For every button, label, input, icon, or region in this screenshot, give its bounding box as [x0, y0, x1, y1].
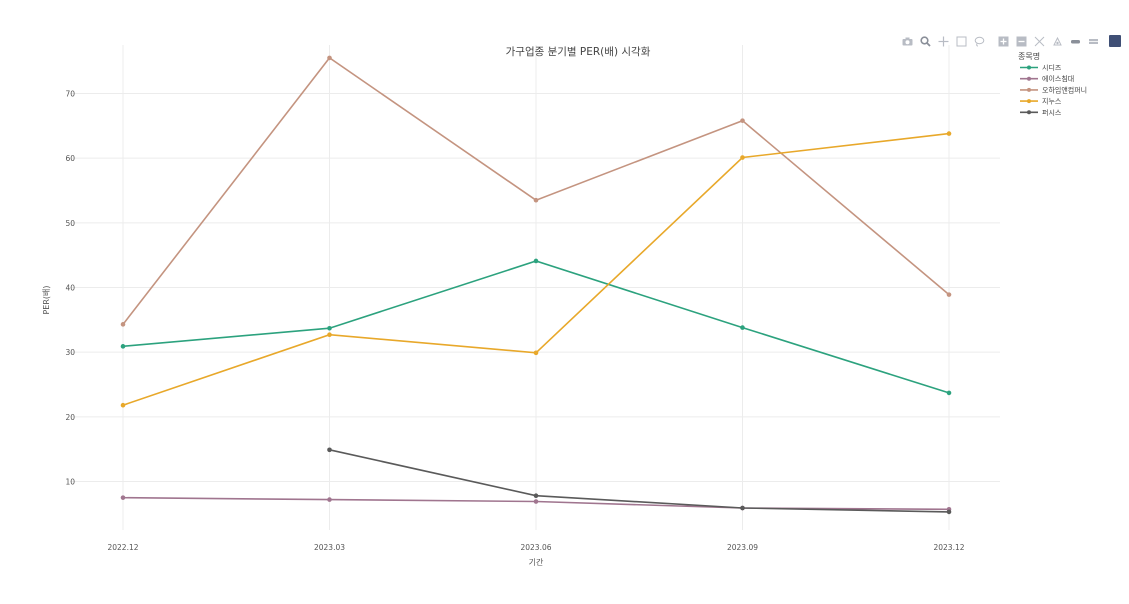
series-line — [329, 449, 950, 513]
data-point — [533, 350, 539, 356]
zoom-in-icon[interactable] — [996, 34, 1010, 48]
series-group — [120, 55, 952, 515]
x-tick-label: 2023.03 — [314, 543, 345, 552]
data-point — [120, 495, 126, 500]
series-2 — [120, 55, 952, 327]
y-tick-label: 60 — [65, 154, 75, 163]
y-tick-label: 20 — [65, 413, 75, 422]
legend-swatch-marker — [1027, 65, 1031, 70]
grid — [70, 45, 1000, 530]
data-point — [946, 390, 952, 396]
data-point — [533, 197, 539, 203]
x-tick-label: 2023.09 — [727, 543, 758, 552]
y-tick-label: 40 — [65, 284, 75, 293]
spike-lines-icon[interactable] — [1068, 34, 1082, 48]
zoom-out-icon[interactable] — [1014, 34, 1028, 48]
legend-item[interactable]: 지누스 — [1020, 97, 1062, 106]
chart-title: 가구업종 분기별 PER(배) 시각화 — [506, 45, 651, 58]
data-point — [533, 258, 539, 264]
data-point — [740, 155, 745, 160]
data-point — [327, 325, 332, 331]
x-tick-label: 2023.06 — [520, 543, 551, 552]
lasso-icon[interactable] — [972, 34, 986, 48]
x-tick-label: 2022.12 — [107, 543, 138, 552]
y-tick-label: 30 — [65, 348, 75, 357]
modebar — [900, 34, 1122, 48]
series-0 — [120, 258, 952, 396]
data-point — [740, 505, 745, 511]
y-tick-label: 10 — [65, 478, 75, 487]
data-point — [946, 131, 952, 136]
hover-closest-icon[interactable] — [1086, 34, 1100, 48]
y-axis: 10 20 30 40 50 60 70 — [65, 90, 75, 487]
zoom-icon[interactable] — [918, 34, 932, 48]
data-point — [946, 509, 952, 515]
data-point — [120, 402, 126, 408]
data-point — [740, 325, 745, 330]
data-point — [120, 344, 126, 349]
data-point — [327, 55, 332, 61]
data-point — [327, 447, 332, 453]
legend-label: 시디즈 — [1042, 63, 1062, 72]
data-point — [946, 292, 952, 297]
data-point — [327, 332, 332, 338]
data-point — [327, 497, 332, 502]
legend-label: 지누스 — [1042, 97, 1062, 106]
legend-label: 오하임앤컴퍼니 — [1042, 85, 1087, 94]
legend-label: 에이스침대 — [1042, 74, 1074, 83]
y-axis-label: PER(배) — [42, 285, 51, 314]
legend-label: 퍼시스 — [1042, 108, 1062, 117]
box-select-icon[interactable] — [954, 34, 968, 48]
data-point — [740, 118, 745, 123]
legend-swatch-marker — [1027, 99, 1031, 104]
legend-item[interactable]: 오하임앤컴퍼니 — [1020, 85, 1087, 94]
reset-axes-icon[interactable] — [1050, 34, 1064, 48]
y-tick-label: 70 — [65, 90, 75, 99]
y-tick-label: 50 — [65, 219, 75, 228]
legend-swatch-marker — [1027, 87, 1031, 92]
camera-icon[interactable] — [900, 34, 914, 48]
legend-swatch-marker — [1027, 110, 1031, 115]
x-tick-label: 2023.12 — [933, 543, 964, 552]
x-axis: 2022.12 2023.03 2023.06 2023.09 2023.12 — [107, 543, 964, 552]
legend-title: 종목명 — [1018, 51, 1040, 61]
series-3 — [120, 131, 952, 408]
autoscale-icon[interactable] — [1032, 34, 1046, 48]
series-4 — [327, 447, 952, 515]
legend-swatch-marker — [1027, 76, 1031, 81]
data-point — [120, 322, 126, 327]
x-axis-label: 기간 — [529, 557, 544, 567]
legend-item[interactable]: 퍼시스 — [1020, 108, 1062, 117]
legend-item[interactable]: 에이스침대 — [1020, 74, 1074, 83]
data-point — [533, 499, 539, 504]
data-point — [533, 493, 539, 499]
legend-item[interactable]: 시디즈 — [1020, 63, 1062, 72]
pan-icon[interactable] — [936, 34, 950, 48]
plotly-logo-icon[interactable] — [1108, 34, 1122, 48]
